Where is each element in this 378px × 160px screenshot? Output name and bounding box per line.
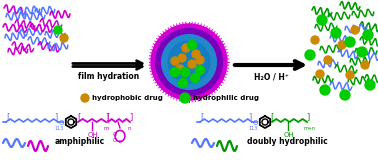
Circle shape	[357, 47, 367, 57]
Circle shape	[316, 70, 324, 78]
Text: O: O	[253, 120, 259, 126]
Text: [: [	[6, 112, 9, 121]
Circle shape	[162, 35, 216, 89]
Text: O: O	[113, 139, 117, 144]
Circle shape	[345, 37, 355, 47]
Circle shape	[168, 41, 210, 83]
Circle shape	[324, 56, 332, 64]
Circle shape	[191, 73, 200, 83]
Circle shape	[305, 50, 315, 60]
Circle shape	[178, 54, 186, 62]
Circle shape	[363, 30, 373, 40]
Text: n: n	[128, 126, 132, 131]
Circle shape	[346, 71, 354, 79]
Circle shape	[187, 40, 197, 49]
Circle shape	[181, 68, 189, 76]
Text: 113: 113	[248, 127, 257, 132]
Text: film hydration: film hydration	[78, 72, 139, 81]
Circle shape	[54, 26, 62, 34]
Circle shape	[361, 61, 369, 69]
Circle shape	[60, 34, 68, 42]
Circle shape	[151, 24, 227, 100]
Text: amphiphilic: amphiphilic	[55, 137, 105, 147]
Text: ]: ]	[306, 112, 309, 121]
Circle shape	[170, 68, 180, 76]
Text: [: [	[77, 112, 81, 121]
Text: O: O	[113, 132, 117, 137]
Circle shape	[365, 80, 375, 90]
Circle shape	[317, 15, 327, 25]
Text: [: [	[106, 112, 109, 121]
Circle shape	[351, 26, 359, 34]
Circle shape	[338, 41, 346, 49]
Circle shape	[176, 65, 184, 73]
Text: ]: ]	[105, 112, 108, 121]
Text: 113: 113	[54, 127, 64, 132]
Text: O: O	[59, 120, 64, 126]
Circle shape	[311, 36, 319, 44]
Text: OH: OH	[284, 132, 294, 138]
Text: [: [	[200, 112, 203, 121]
Circle shape	[171, 57, 179, 65]
Circle shape	[340, 90, 350, 100]
Text: [: [	[270, 112, 273, 121]
Text: OH: OH	[88, 132, 99, 138]
Circle shape	[188, 60, 196, 68]
Circle shape	[196, 56, 204, 64]
Text: hydrophobic drug: hydrophobic drug	[92, 95, 163, 101]
Circle shape	[331, 28, 341, 38]
Text: hydrophilic drug: hydrophilic drug	[193, 95, 259, 101]
Circle shape	[180, 93, 190, 103]
Text: ]: ]	[248, 112, 251, 121]
Text: doubly hydrophilic: doubly hydrophilic	[247, 137, 328, 147]
Circle shape	[182, 44, 190, 52]
Text: m+n: m+n	[304, 126, 316, 131]
Circle shape	[156, 28, 222, 95]
Text: ]: ]	[129, 112, 132, 121]
Text: H₂O / H⁺: H₂O / H⁺	[254, 72, 288, 81]
Circle shape	[178, 79, 187, 88]
Circle shape	[195, 65, 204, 75]
Circle shape	[192, 50, 200, 58]
Circle shape	[320, 85, 330, 95]
Text: m: m	[103, 126, 108, 131]
Text: ]: ]	[54, 112, 57, 121]
Circle shape	[81, 94, 89, 102]
